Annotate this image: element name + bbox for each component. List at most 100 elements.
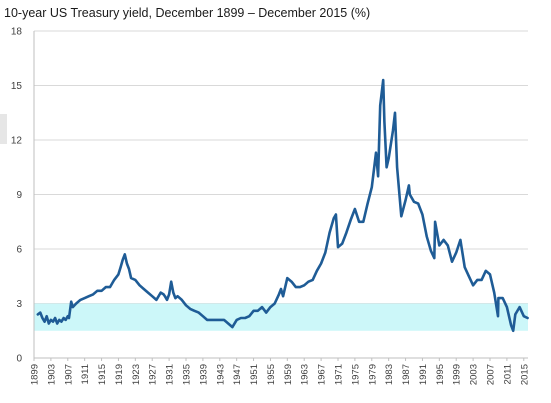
- data-point: [299, 286, 301, 289]
- data-point: [282, 295, 285, 298]
- data-point: [75, 302, 78, 305]
- y-tick-label: 15: [11, 81, 23, 92]
- data-point: [123, 253, 126, 256]
- x-tick-labels: 1899 1903 1907 1911 1915 1919 1923 1927 1931 1935…: [30, 364, 531, 385]
- data-point: [290, 280, 293, 283]
- data-point: [210, 318, 213, 321]
- data-point: [96, 289, 99, 292]
- data-point: [218, 318, 221, 321]
- data-point: [168, 293, 171, 296]
- data-point: [514, 313, 517, 316]
- data-point: [512, 329, 515, 332]
- data-point: [121, 259, 124, 261]
- data-point: [345, 231, 348, 234]
- x-tick-label: 1927: [148, 364, 159, 385]
- x-tick-label: 1923: [131, 364, 142, 385]
- data-point: [248, 315, 251, 318]
- data-point: [353, 208, 356, 210]
- x-tick-label: 1907: [63, 364, 74, 385]
- x-tick-label: 1999: [452, 364, 463, 385]
- data-point: [433, 257, 436, 259]
- x-tick-label: 1975: [350, 364, 361, 385]
- data-point: [434, 220, 437, 223]
- data-point: [429, 249, 432, 252]
- data-point: [273, 302, 276, 305]
- shaded-band: [34, 303, 528, 331]
- data-point: [60, 320, 63, 323]
- data-point: [41, 317, 44, 319]
- data-point: [223, 318, 225, 321]
- data-point: [261, 306, 263, 309]
- data-point: [463, 266, 466, 269]
- data-point: [451, 260, 453, 263]
- data-point: [505, 306, 508, 309]
- data-point: [71, 306, 74, 309]
- data-point: [480, 278, 483, 281]
- x-tick-label: 1967: [317, 364, 328, 385]
- data-point: [311, 278, 314, 281]
- y-tick-label: 12: [11, 136, 23, 147]
- data-point: [280, 288, 282, 290]
- data-point: [472, 284, 475, 287]
- x-tick-label: 1911: [80, 364, 91, 384]
- data-point: [56, 322, 59, 325]
- data-point: [66, 315, 69, 318]
- data-point: [174, 297, 177, 299]
- series-line: [36, 78, 529, 333]
- data-point: [159, 291, 162, 294]
- data-point: [58, 318, 61, 321]
- series-group: [36, 78, 529, 333]
- x-tick-label: 1939: [198, 364, 209, 385]
- data-point: [256, 309, 259, 312]
- data-point: [510, 324, 513, 327]
- data-point: [100, 289, 103, 292]
- data-point: [324, 251, 327, 254]
- data-point: [385, 166, 388, 169]
- data-point: [252, 309, 255, 312]
- data-point: [286, 277, 289, 279]
- x-tick-label: 1991: [418, 364, 429, 385]
- data-point: [417, 202, 420, 205]
- chart-title: 10-year US Treasury yield, December 1899…: [4, 6, 371, 20]
- data-point: [134, 278, 137, 281]
- x-tick-label: 1963: [300, 364, 311, 385]
- y-tick-label: 9: [16, 190, 22, 201]
- x-tick-label: 2011: [502, 364, 513, 384]
- data-point: [277, 293, 280, 296]
- data-point: [119, 266, 122, 269]
- data-point: [370, 186, 373, 189]
- data-point: [303, 284, 306, 287]
- data-point: [294, 286, 297, 289]
- data-point: [315, 269, 318, 272]
- data-point: [62, 317, 65, 319]
- x-tick-label: 1899: [30, 364, 41, 385]
- data-point: [39, 311, 42, 314]
- data-point: [47, 322, 50, 325]
- data-point: [87, 295, 90, 298]
- data-point: [128, 268, 130, 270]
- x-tick-label: 2007: [486, 364, 497, 385]
- data-point: [526, 317, 529, 319]
- x-tick-label: 1955: [266, 364, 277, 385]
- y-tick-label: 6: [16, 245, 22, 256]
- data-point: [382, 79, 385, 81]
- x-tick-label: 1903: [46, 364, 57, 385]
- data-point: [320, 262, 323, 265]
- data-point: [193, 309, 196, 312]
- data-point: [518, 306, 521, 309]
- data-point: [408, 184, 410, 187]
- data-point: [337, 246, 339, 249]
- data-point: [328, 231, 331, 234]
- data-point: [68, 317, 70, 319]
- data-point: [43, 320, 46, 323]
- data-point: [138, 284, 141, 287]
- data-point: [163, 295, 166, 298]
- data-point: [358, 220, 361, 223]
- data-point: [189, 308, 192, 310]
- data-point: [493, 291, 496, 294]
- y-tick-label: 18: [11, 27, 23, 38]
- x-tick-label: 1935: [182, 364, 193, 385]
- data-point: [383, 120, 386, 123]
- data-point: [497, 315, 499, 318]
